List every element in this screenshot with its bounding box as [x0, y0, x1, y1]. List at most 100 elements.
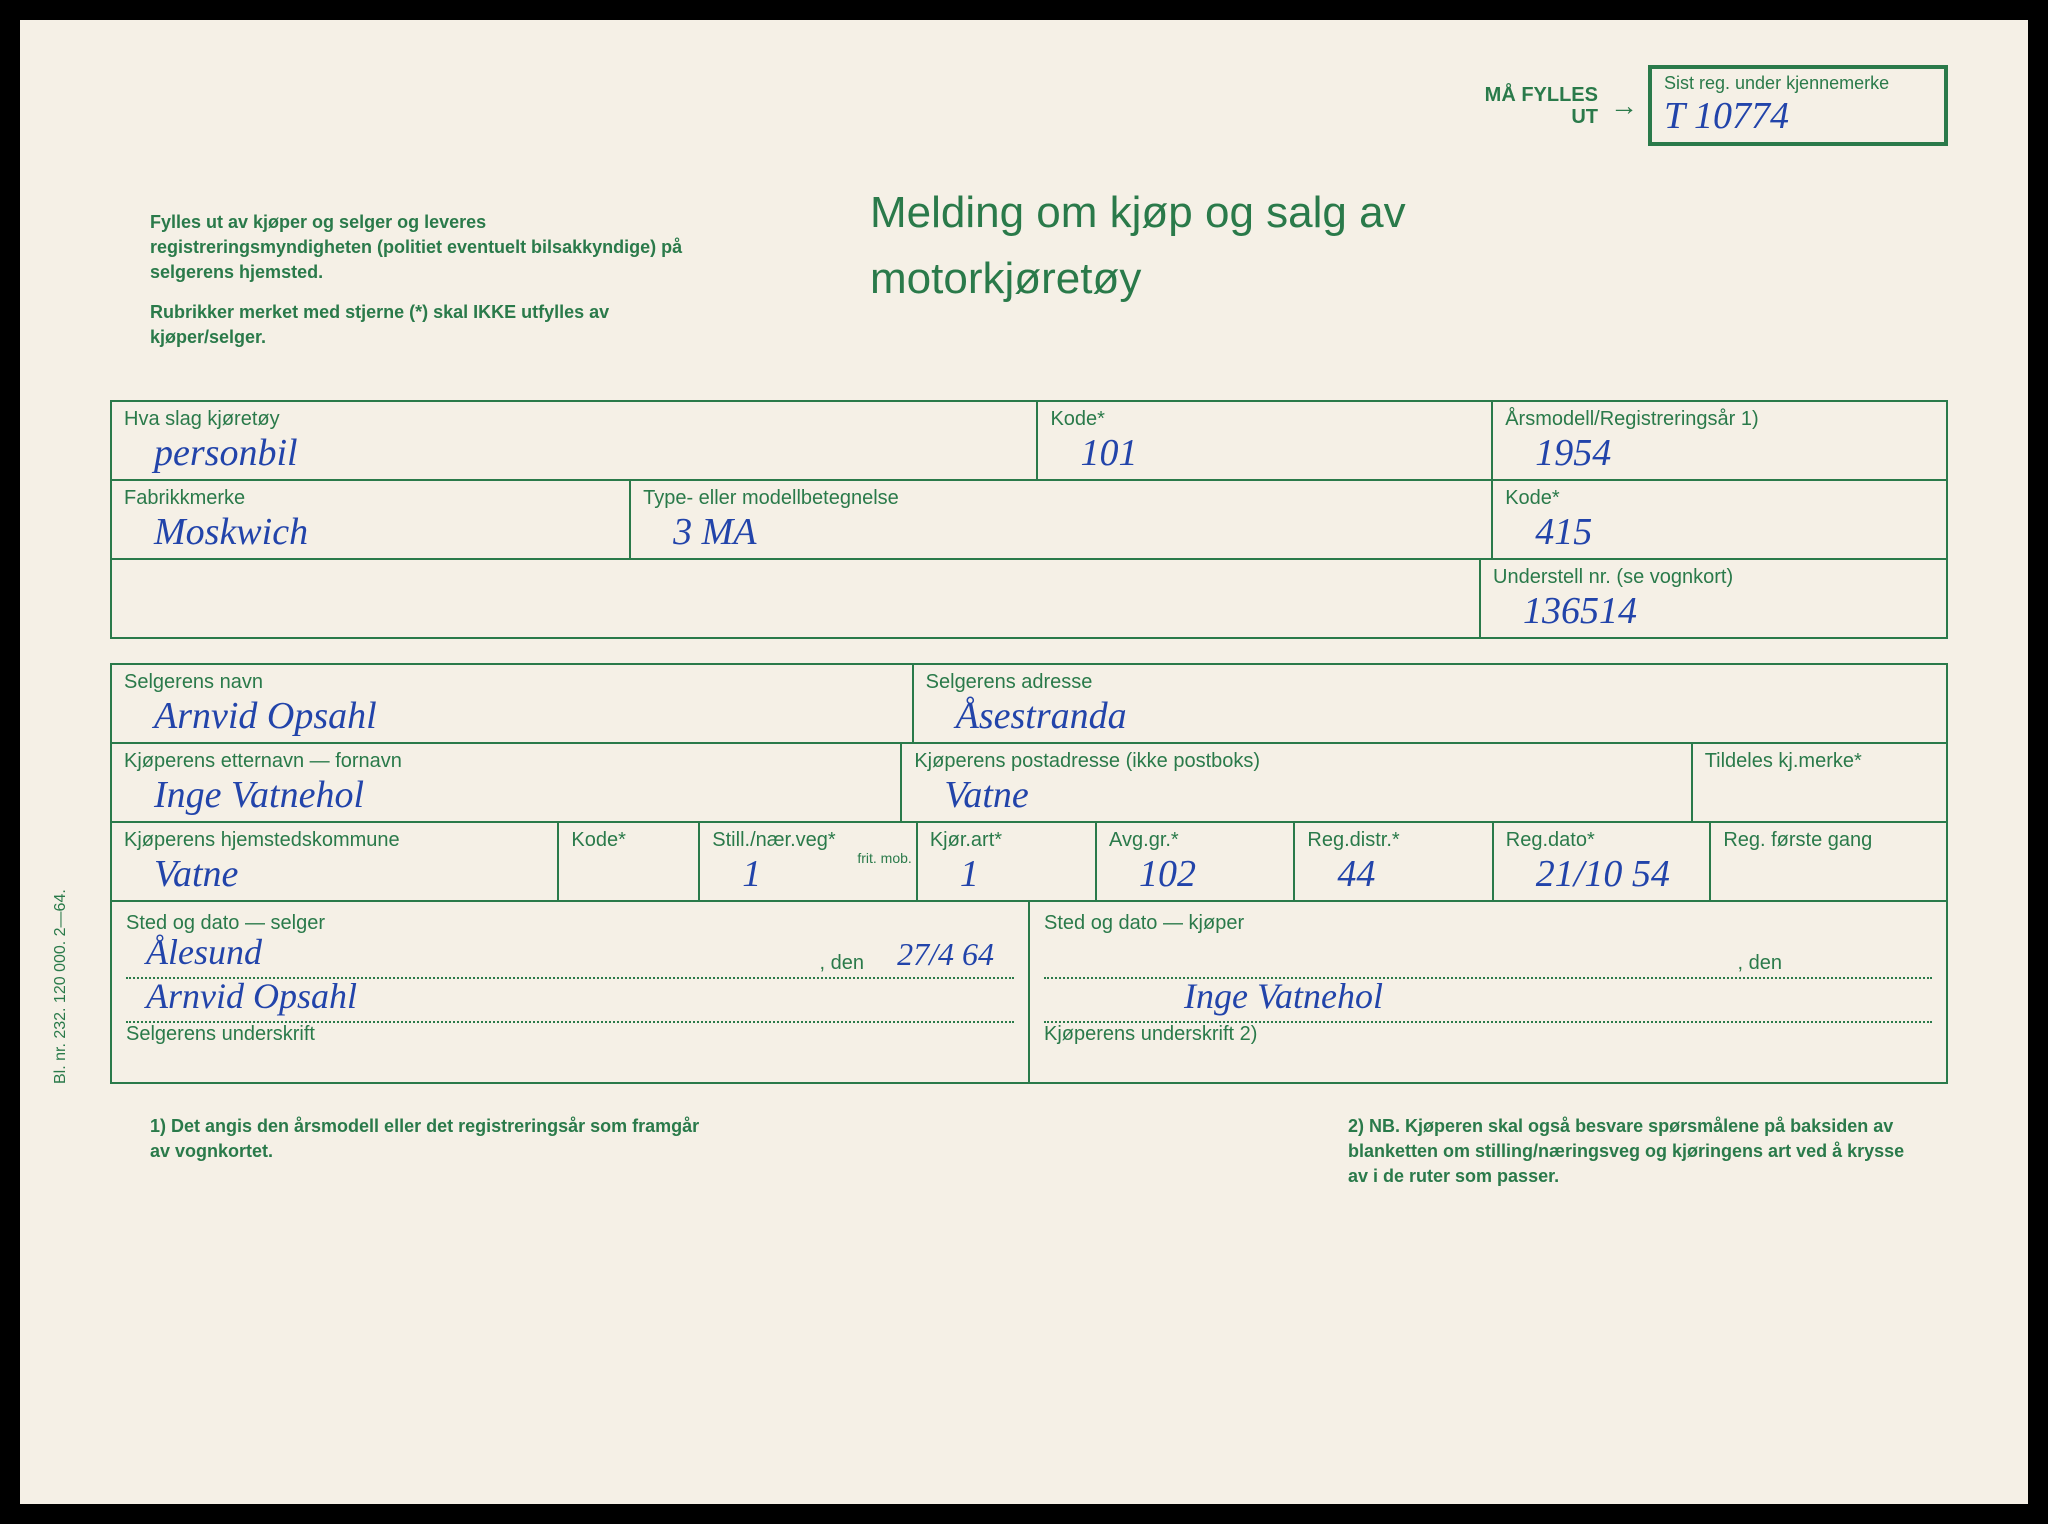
buyer-signature-area: Sted og dato — kjøper , den Inge Vatneho… [1030, 902, 1946, 1082]
buyer-signature: Inge Vatnehol [1184, 975, 1383, 1017]
value-regdistr: 44 [1307, 853, 1375, 895]
cell-dkode: Kode* [559, 823, 700, 900]
label-year: Årsmodell/Registreringsår 1) [1505, 408, 1934, 431]
vehicle-row1: Hva slag kjøretøy personbil Kode* 101 År… [112, 402, 1946, 481]
footnotes: 1) Det angis den årsmodell eller det reg… [110, 1114, 1948, 1190]
seller-place: Ålesund [146, 931, 262, 973]
cell-kommune: Kjøperens hjemstedskommune Vatne [112, 823, 559, 900]
signature-row: Sted og dato — selger Ålesund , den 27/4… [112, 902, 1946, 1082]
value-model: 3 MA [643, 511, 756, 553]
cell-model: Type- eller modellbetegnelse 3 MA [631, 481, 1493, 558]
instructions: Fylles ut av kjøper og selger og leveres… [150, 210, 710, 350]
sub-still: frit. mob. [857, 851, 911, 865]
cell-buyer-addr: Kjøperens postadresse (ikke postboks) Va… [902, 744, 1692, 821]
buyer-place-line: , den [1044, 977, 1932, 979]
value-vehicle-type: personbil [124, 432, 298, 474]
reg-field-label: Sist reg. under kjennemerke [1664, 73, 1889, 93]
vehicle-row2: Fabrikkmerke Moskwich Type- eller modell… [112, 481, 1946, 560]
label-chassis: Understell nr. (se vognkort) [1493, 566, 1934, 589]
instruction-p1: Fylles ut av kjøper og selger og leveres… [150, 210, 710, 286]
cell-kode1: Kode* 101 [1038, 402, 1493, 479]
cell-vehicle-type: Hva slag kjøretøy personbil [112, 402, 1038, 479]
reg-prompt-line1: MÅ FYLLES [1485, 84, 1598, 106]
label-buyer-addr: Kjøperens postadresse (ikke postboks) [914, 750, 1678, 773]
reg-field-value: T 10774 [1664, 95, 1789, 137]
value-seller-addr: Åsestranda [926, 695, 1127, 737]
value-kjorart: 1 [930, 853, 979, 895]
cell-seller-addr: Selgerens adresse Åsestranda [914, 665, 1946, 742]
buyer-sig-line: Inge Vatnehol [1044, 1021, 1932, 1023]
label-avggr: Avg.gr.* [1109, 829, 1281, 852]
label-kommune: Kjøperens hjemstedskommune [124, 829, 545, 852]
buyer-den: , den [1738, 952, 1782, 975]
label-kode2: Kode* [1505, 487, 1934, 510]
cell-chassis: Understell nr. (se vognkort) 136514 [1479, 560, 1946, 637]
cell-kjorart: Kjør.art* 1 [918, 823, 1097, 900]
cell-still: Still./nær.veg* frit. mob. 1 [700, 823, 918, 900]
parties-table: Selgerens navn Arnvid Opsahl Selgerens a… [110, 663, 1948, 1084]
value-regforste [1723, 853, 1753, 895]
registration-box: MÅ FYLLES UT → Sist reg. under kjennemer… [1485, 65, 1948, 146]
cell-avggr: Avg.gr.* 102 [1097, 823, 1295, 900]
form-page: MÅ FYLLES UT → Sist reg. under kjennemer… [20, 20, 2028, 1504]
value-kommune: Vatne [124, 853, 238, 895]
label-still: Still./nær.veg* [712, 829, 904, 852]
footnote-2: 2) NB. Kjøperen skal også besvare spørsm… [1348, 1114, 1908, 1190]
cell-year: Årsmodell/Registreringsår 1) 1954 [1493, 402, 1946, 479]
cell-regforste: Reg. første gang [1711, 823, 1946, 900]
value-buyer-name: Inge Vatnehol [124, 774, 364, 816]
label-seller-addr: Selgerens adresse [926, 671, 1934, 694]
label-vehicle-type: Hva slag kjøretøy [124, 408, 1024, 431]
cell-regdistr: Reg.distr.* 44 [1295, 823, 1493, 900]
value-avggr: 102 [1109, 853, 1196, 895]
vehicle-table: Hva slag kjøretøy personbil Kode* 101 År… [110, 400, 1948, 639]
label-dkode: Kode* [571, 829, 686, 852]
seller-signature: Arnvid Opsahl [146, 975, 357, 1017]
label-make: Fabrikkmerke [124, 487, 617, 510]
reg-field: Sist reg. under kjennemerke T 10774 [1648, 65, 1948, 146]
instruction-p2: Rubrikker merket med stjerne (*) skal IK… [150, 300, 710, 350]
arrow-right-icon: → [1610, 90, 1638, 122]
buyer-underskrift-label: Kjøperens underskrift 2) [1044, 1023, 1257, 1045]
cell-buyer-mark: Tildeles kj.merke* [1693, 744, 1946, 821]
label-buyer-sig: Sted og dato — kjøper [1044, 912, 1244, 934]
value-regdato: 21/10 54 [1506, 853, 1670, 895]
value-chassis: 136514 [1493, 590, 1637, 632]
cell-buyer-name: Kjøperens etternavn — fornavn Inge Vatne… [112, 744, 902, 821]
value-seller-name: Arnvid Opsahl [124, 695, 377, 737]
label-buyer-mark: Tildeles kj.merke* [1705, 750, 1934, 773]
label-kjorart: Kjør.art* [930, 829, 1083, 852]
footnote-1: 1) Det angis den årsmodell eller det reg… [150, 1114, 710, 1190]
value-buyer-mark [1705, 774, 1735, 816]
cell-make: Fabrikkmerke Moskwich [112, 481, 631, 558]
form-number-side: Bl. nr. 232. 120 000. 2—64. [52, 889, 70, 1084]
label-regforste: Reg. første gang [1723, 829, 1934, 852]
value-year: 1954 [1505, 432, 1611, 474]
value-kode1: 101 [1050, 432, 1137, 474]
value-make: Moskwich [124, 511, 308, 553]
seller-signature-area: Sted og dato — selger Ålesund , den 27/4… [112, 902, 1030, 1082]
value-kode2: 415 [1505, 511, 1592, 553]
reg-prompt: MÅ FYLLES UT [1485, 84, 1598, 128]
seller-date: 27/4 64 [897, 936, 994, 973]
seller-underskrift-label: Selgerens underskrift [126, 1023, 315, 1045]
seller-den: , den [820, 952, 864, 975]
label-regdato: Reg.dato* [1506, 829, 1698, 852]
buyer-row: Kjøperens etternavn — fornavn Inge Vatne… [112, 744, 1946, 823]
reg-prompt-line2: UT [1571, 106, 1598, 128]
title-line2: motorkjøretøy [870, 254, 1141, 303]
vehicle-row3: Understell nr. (se vognkort) 136514 [112, 560, 1946, 637]
seller-sig-line: Arnvid Opsahl [126, 1021, 1014, 1023]
seller-row: Selgerens navn Arnvid Opsahl Selgerens a… [112, 665, 1946, 744]
label-regdistr: Reg.distr.* [1307, 829, 1479, 852]
form-title: Melding om kjøp og salg av motorkjøretøy [870, 180, 1406, 312]
details-row: Kjøperens hjemstedskommune Vatne Kode* S… [112, 823, 1946, 902]
label-seller-name: Selgerens navn [124, 671, 900, 694]
label-buyer-name: Kjøperens etternavn — fornavn [124, 750, 888, 773]
title-line1: Melding om kjøp og salg av [870, 188, 1406, 237]
value-dkode [571, 853, 601, 895]
cell-kode2: Kode* 415 [1493, 481, 1946, 558]
label-kode1: Kode* [1050, 408, 1479, 431]
value-still: 1 [712, 853, 761, 895]
value-buyer-addr: Vatne [914, 774, 1028, 816]
